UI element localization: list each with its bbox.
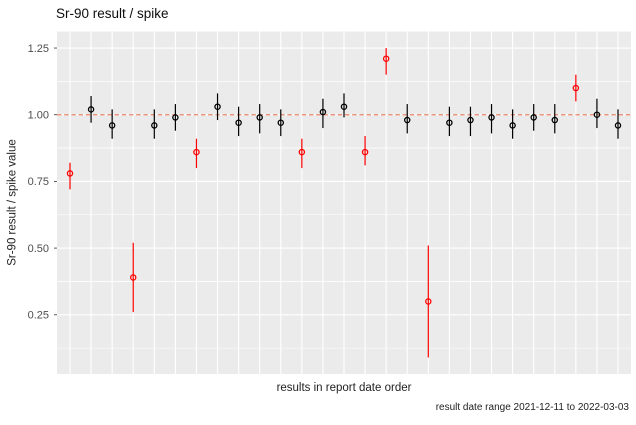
data-point	[614, 122, 622, 129]
data-point	[235, 119, 242, 126]
data-point	[66, 170, 74, 177]
data-point	[87, 106, 95, 113]
data-point	[425, 298, 432, 305]
data-point	[403, 116, 411, 124]
data-point	[509, 122, 516, 129]
y-tick-label: 1.00	[28, 110, 49, 122]
y-tick-label: 0.50	[28, 243, 49, 255]
data-point	[298, 148, 306, 156]
data-point	[488, 114, 495, 121]
data-point	[319, 108, 327, 116]
data-point	[593, 111, 601, 118]
data-point	[108, 122, 116, 129]
data-point	[572, 84, 580, 92]
data-point	[193, 148, 200, 156]
data-point	[172, 114, 179, 121]
data-point	[256, 114, 263, 121]
data-point	[340, 103, 348, 110]
y-axis-title: Sr-90 result / spike value	[6, 139, 19, 266]
data-point	[382, 55, 390, 62]
y-tick-label: 1.25	[28, 43, 49, 55]
data-point	[151, 122, 158, 129]
chart-title: Sr-90 result / spike	[56, 6, 169, 21]
data-point	[277, 119, 285, 126]
data-point	[530, 114, 537, 121]
data-point	[214, 103, 221, 110]
data-point	[361, 148, 369, 156]
y-tick-label: 0.75	[28, 176, 49, 188]
data-point	[446, 119, 453, 126]
x-axis-title: results in report date order	[276, 382, 412, 394]
data-point	[129, 274, 137, 281]
data-point	[467, 116, 474, 124]
y-tick-label: 0.25	[28, 310, 49, 322]
chart-caption: result date range 2021-12-11 to 2022-03-…	[435, 402, 629, 413]
data-point	[551, 116, 559, 124]
